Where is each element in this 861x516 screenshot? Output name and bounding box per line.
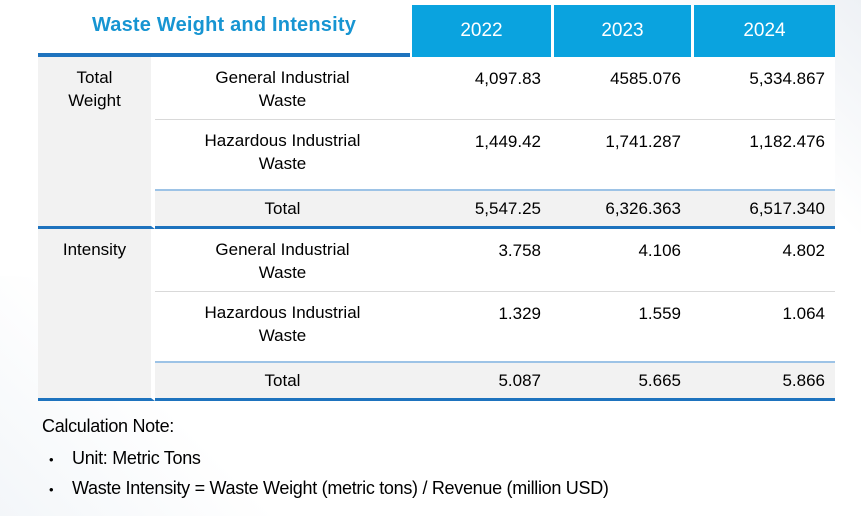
table-row-general-intensity: Intensity General Industrial Waste 3.758… xyxy=(38,229,835,401)
table-row-hazardous-intensity: Hazardous Industrial Waste 1.329 1.559 1… xyxy=(38,291,835,361)
row-label-total: Total xyxy=(155,189,410,229)
table-row-total-intensity: Total 5.087 5.665 5.866 xyxy=(38,361,835,401)
row-label-general-industrial-waste: General Industrial Waste xyxy=(155,229,410,291)
category-cell-intensity: Intensity xyxy=(38,229,155,401)
table-header: Waste Weight and Intensity 2022 2023 202… xyxy=(38,5,835,57)
value-cell-2022: 5,547.25 xyxy=(410,189,551,229)
value-cell-2023: 5.665 xyxy=(551,361,691,401)
note-bullet-unit: • Unit: Metric Tons xyxy=(42,448,609,469)
notes-heading: Calculation Note: xyxy=(42,416,174,436)
value-cell-2022: 1,449.42 xyxy=(410,119,551,189)
value-cell-2023: 6,326.363 xyxy=(551,189,691,229)
bullet-icon: • xyxy=(49,452,54,467)
waste-table: Waste Weight and Intensity 2022 2023 202… xyxy=(38,5,835,401)
table-row-general-weight: Total Weight General Industrial Waste 4,… xyxy=(38,57,835,229)
note-bullet-intensity-formula: • Waste Intensity = Waste Weight (metric… xyxy=(42,478,609,499)
value-cell-2022: 1.329 xyxy=(410,291,551,361)
section-total-weight: Total Weight General Industrial Waste 4,… xyxy=(38,57,835,229)
table-title: Waste Weight and Intensity xyxy=(38,5,410,57)
value-cell-2023: 4585.076 xyxy=(551,57,691,119)
value-cell-2024: 1.064 xyxy=(691,291,835,361)
row-label-total: Total xyxy=(155,361,410,401)
value-cell-2023: 1.559 xyxy=(551,291,691,361)
year-header-2024: 2024 xyxy=(691,5,835,57)
value-cell-2024: 6,517.340 xyxy=(691,189,835,229)
table-row-total-weight: Total 5,547.25 6,326.363 6,517.340 xyxy=(38,189,835,229)
bullet-icon: • xyxy=(49,482,54,497)
value-cell-2024: 5,334.867 xyxy=(691,57,835,119)
header-row: Waste Weight and Intensity 2022 2023 202… xyxy=(38,5,835,57)
section-intensity: Intensity General Industrial Waste 3.758… xyxy=(38,229,835,401)
calculation-notes: Calculation Note: • Unit: Metric Tons • … xyxy=(42,416,609,508)
value-cell-2023: 1,741.287 xyxy=(551,119,691,189)
table-row-hazardous-weight: Hazardous Industrial Waste 1,449.42 1,74… xyxy=(38,119,835,189)
value-cell-2024: 4.802 xyxy=(691,229,835,291)
value-cell-2022: 4,097.83 xyxy=(410,57,551,119)
row-label-general-industrial-waste: General Industrial Waste xyxy=(155,57,410,119)
category-cell-total-weight: Total Weight xyxy=(38,57,155,229)
value-cell-2022: 3.758 xyxy=(410,229,551,291)
year-header-2023: 2023 xyxy=(551,5,691,57)
value-cell-2022: 5.087 xyxy=(410,361,551,401)
value-cell-2023: 4.106 xyxy=(551,229,691,291)
value-cell-2024: 1,182.476 xyxy=(691,119,835,189)
value-cell-2024: 5.866 xyxy=(691,361,835,401)
row-label-hazardous-industrial-waste: Hazardous Industrial Waste xyxy=(155,119,410,189)
note-text-intensity-formula: Waste Intensity = Waste Weight (metric t… xyxy=(72,478,609,498)
year-header-2022: 2022 xyxy=(410,5,551,57)
note-text-unit: Unit: Metric Tons xyxy=(72,448,201,468)
row-label-hazardous-industrial-waste: Hazardous Industrial Waste xyxy=(155,291,410,361)
